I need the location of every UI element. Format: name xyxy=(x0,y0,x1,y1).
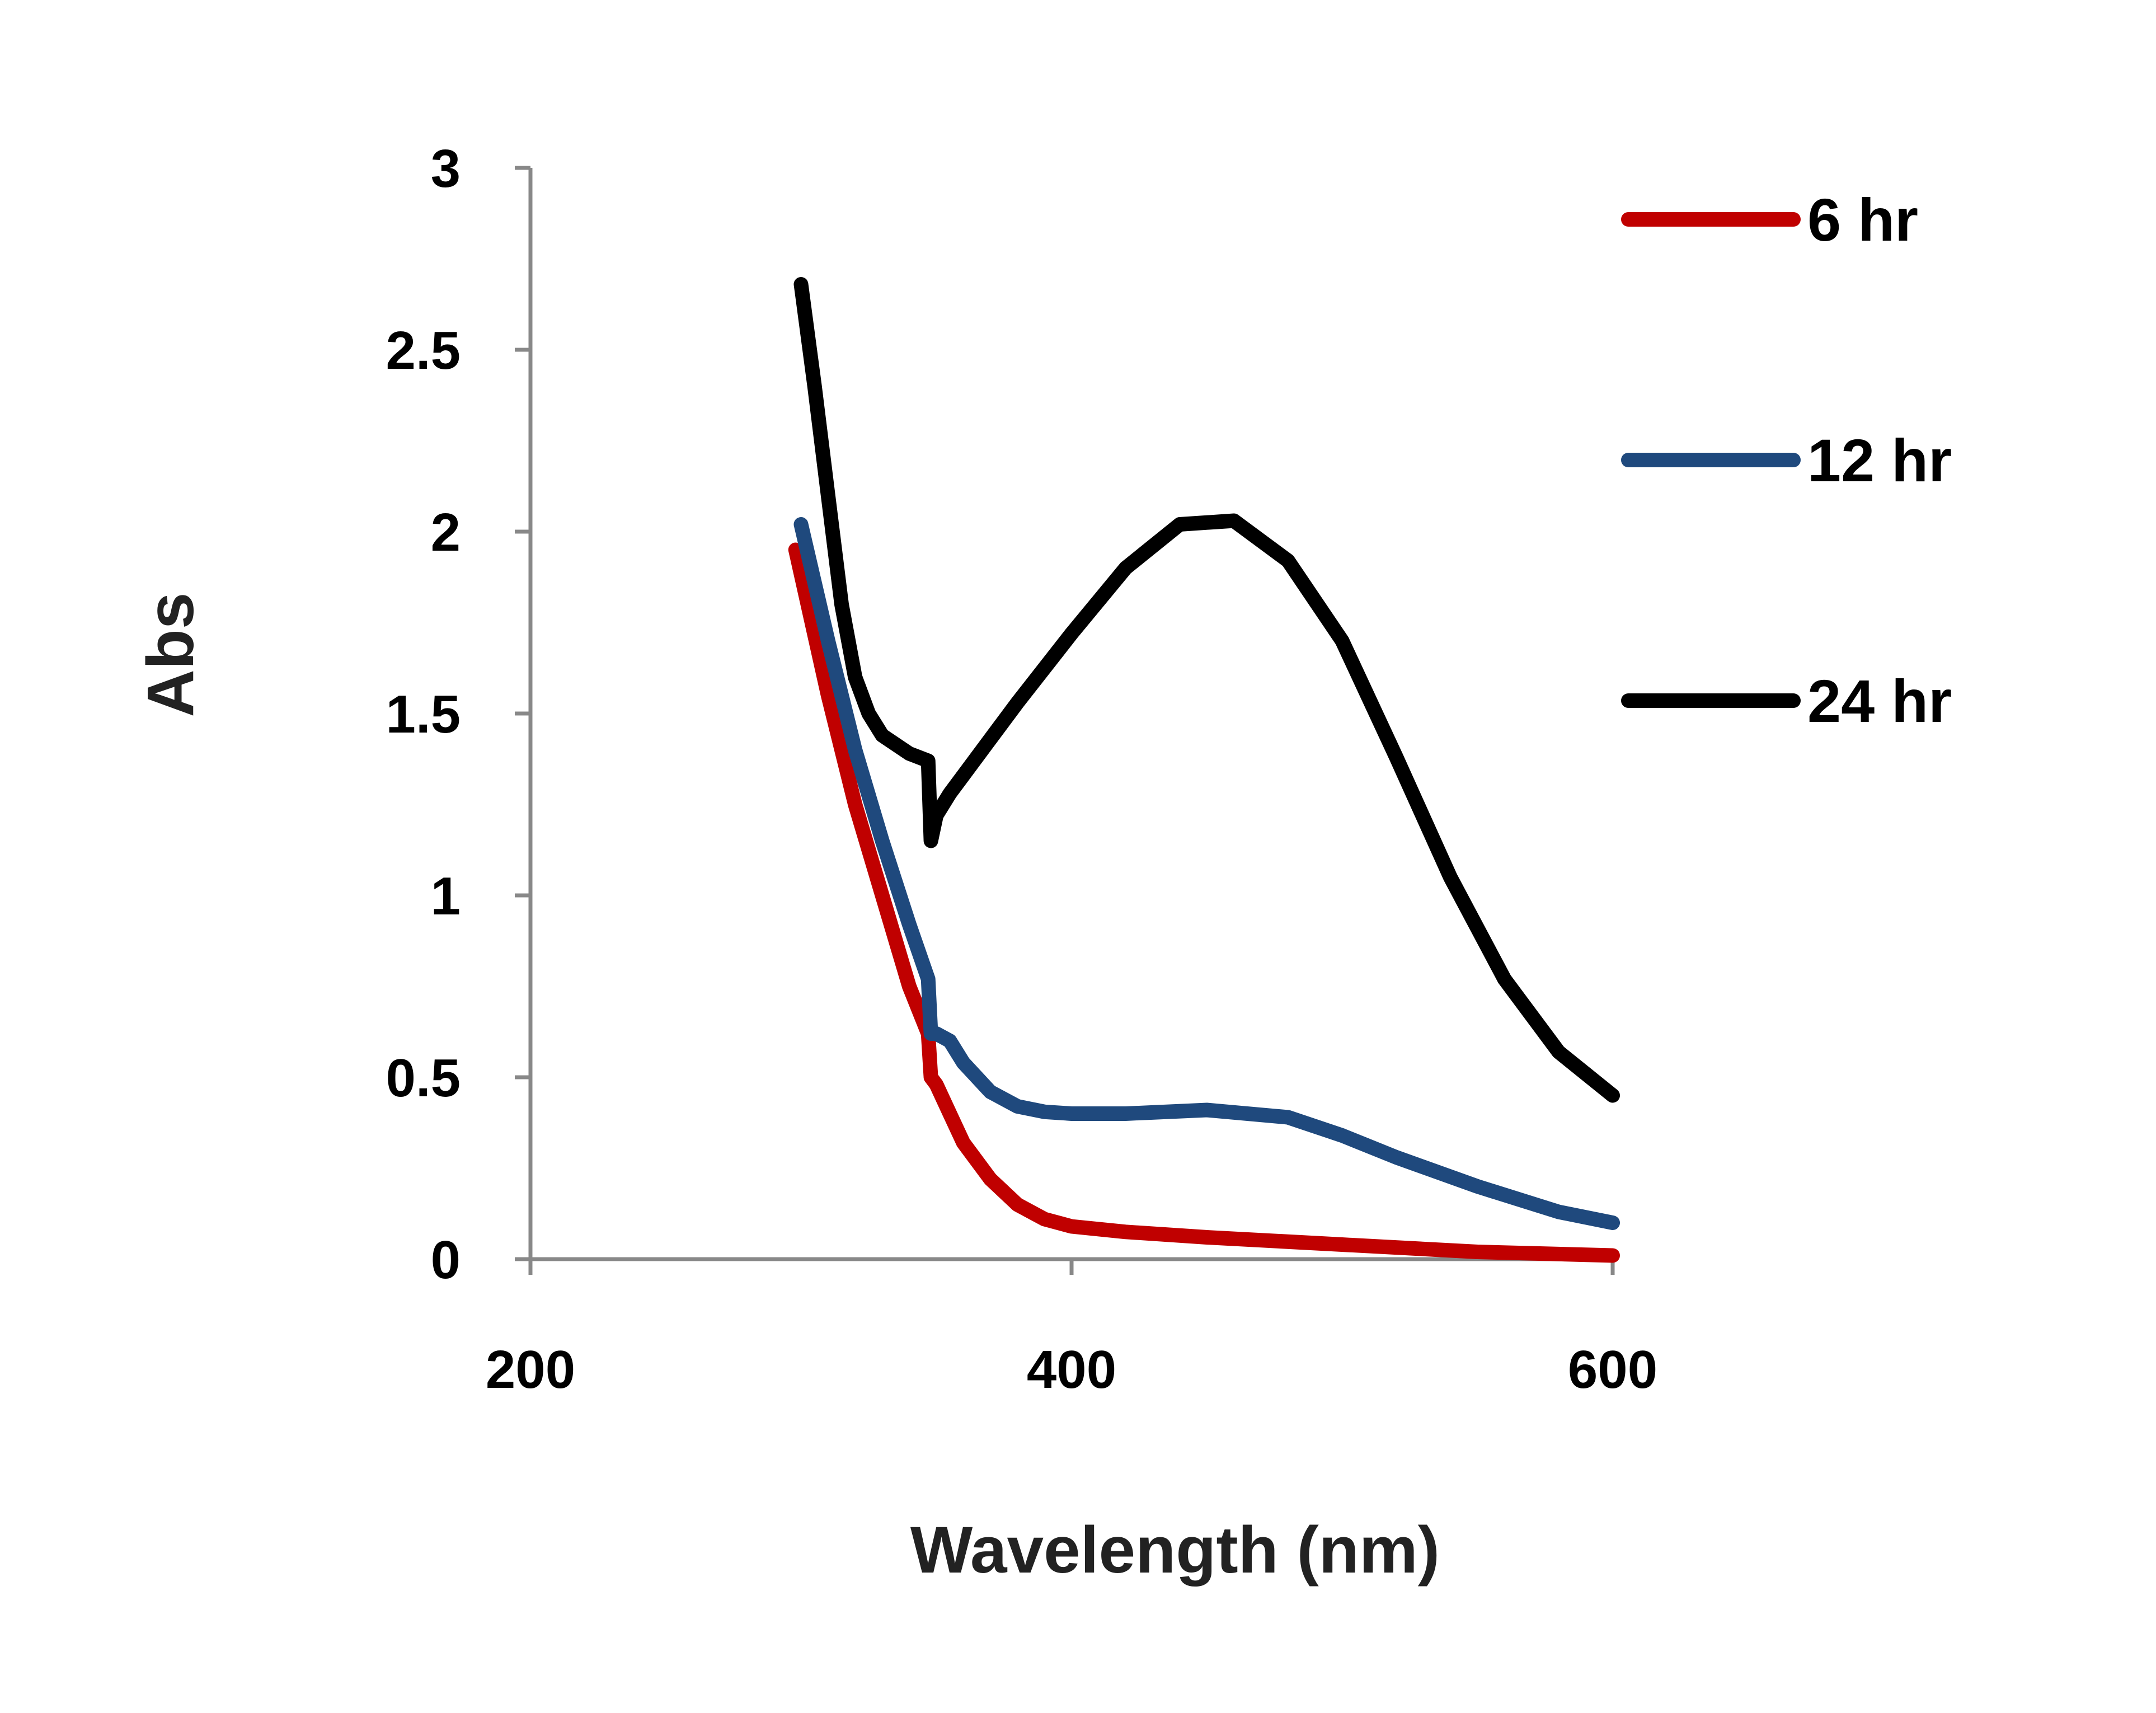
y-tick-label: 0 xyxy=(431,1230,461,1290)
y-tick-label: 0.5 xyxy=(386,1048,461,1108)
legend-label: 24 hr xyxy=(1807,667,1952,735)
x-axis-title: Wavelength (nm) xyxy=(910,1513,1440,1587)
ticks: 0 0.5 1 1.5 2 2.5 3 200 400 600 xyxy=(386,139,1658,1400)
x-tick-label: 600 xyxy=(1568,1340,1657,1400)
legend: 6 hr 12 hr 24 hr xyxy=(1621,186,1952,735)
series-line-2 xyxy=(793,517,1620,1230)
legend-label: 12 hr xyxy=(1807,426,1952,494)
y-axis-title: Abs xyxy=(134,593,208,717)
series-lines xyxy=(788,277,1620,1263)
legend-label: 6 hr xyxy=(1807,186,1918,254)
series-line-1 xyxy=(788,542,1620,1263)
y-tick-label: 1.5 xyxy=(386,684,461,744)
series-line-3 xyxy=(793,277,1620,1103)
x-tick-label: 400 xyxy=(1027,1340,1116,1400)
y-tick-label: 2.5 xyxy=(386,321,461,381)
y-tick-label: 3 xyxy=(431,139,461,199)
axes xyxy=(528,168,1613,1261)
x-tick-label: 200 xyxy=(486,1340,575,1400)
y-tick-label: 2 xyxy=(431,503,461,562)
y-tick-label: 1 xyxy=(431,866,461,926)
